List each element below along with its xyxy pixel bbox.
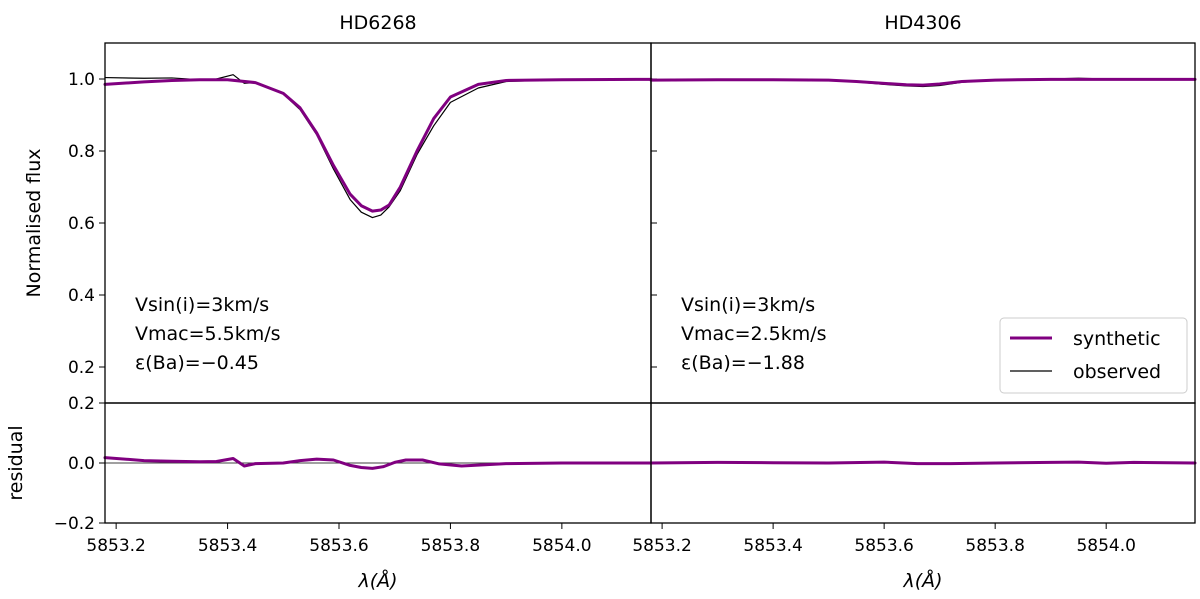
hd6268-residual-xtick-label: 5853.6 <box>309 536 368 556</box>
hd6268-main-ytick-label: 0.2 <box>68 358 95 378</box>
hd4306-main-series-synthetic <box>649 77 1197 87</box>
hd6268-residual-ytick-label: 0.2 <box>68 394 95 414</box>
hd4306-residual-xtick-label: 5853.2 <box>632 536 691 556</box>
hd6268-residual-xtick-label: 5853.2 <box>86 536 145 556</box>
hd6268-residual-ylabel: residual <box>5 425 27 500</box>
hd4306-residual-xtick-label: 5854.0 <box>1076 536 1135 556</box>
hd6268-main-ytick-label: 0.4 <box>68 286 95 306</box>
hd6268-residual-ytick-label: 0.0 <box>68 454 95 474</box>
hd4306-residual-xtick-label: 5853.4 <box>743 536 802 556</box>
hd6268-residual-ytick-label: −0.2 <box>54 514 95 534</box>
hd6268-main-ytick-label: 0.6 <box>68 214 95 234</box>
hd6268-residual-series-residual <box>103 456 653 470</box>
hd4306-main-annotation: Vmac=2.5km/s <box>681 323 827 345</box>
hd6268-main-ylabel: Normalised flux <box>23 149 45 298</box>
hd6268-main-annotation: Vsin(i)=3km/s <box>135 294 269 316</box>
legend-label-observed: observed <box>1073 361 1161 383</box>
hd4306-residual-xtick-label: 5853.8 <box>965 536 1024 556</box>
hd6268-main-series-observed <box>104 74 652 219</box>
hd4306-residual-frame <box>650 402 1196 524</box>
hd4306-residual-series-residual <box>649 460 1197 466</box>
hd6268-residual-xtick-label: 5853.4 <box>198 536 257 556</box>
hd6268-main-title: HD6268 <box>339 12 416 34</box>
hd4306-main-annotation: ε(Ba)=−1.88 <box>681 352 805 374</box>
hd4306-residual-xlabel: λ(Å) <box>902 569 942 592</box>
hd6268-residual-xtick-label: 5853.8 <box>421 536 480 556</box>
legend-label-synthetic: synthetic <box>1073 328 1161 350</box>
hd6268-main-series-synthetic <box>103 77 653 213</box>
hd4306-main-title: HD4306 <box>884 12 961 34</box>
hd6268-residual-xlabel: λ(Å) <box>357 569 397 592</box>
hd6268-main-annotation: Vmac=5.5km/s <box>135 323 281 345</box>
hd6268-residual-xtick-label: 5854.0 <box>532 536 591 556</box>
hd6268-main-ytick-label: 0.8 <box>68 142 95 162</box>
hd6268-main-ytick-label: 1.0 <box>68 70 95 90</box>
hd6268-main-frame <box>104 42 652 404</box>
hd6268-main-annotation: ε(Ba)=−0.45 <box>135 352 259 374</box>
hd4306-residual-xtick-label: 5853.6 <box>854 536 913 556</box>
plot-layer: 0.2 0.4 0.6 0.8 1.0 HD6268 Normalised flux Vsin… <box>5 12 1197 592</box>
hd4306-main-annotation: Vsin(i)=3km/s <box>681 294 815 316</box>
